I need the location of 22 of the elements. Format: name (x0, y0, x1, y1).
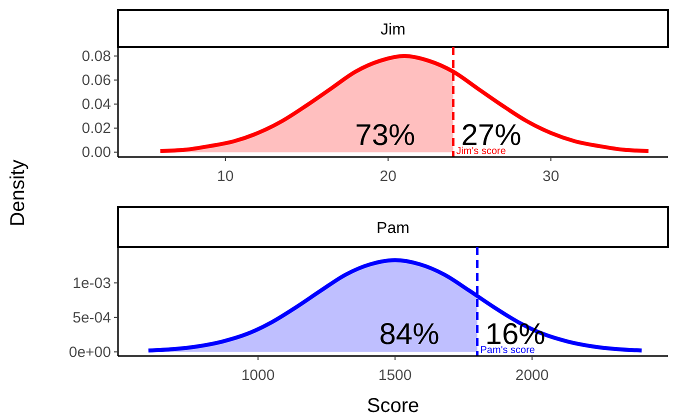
x-tick-label: 30 (542, 168, 560, 185)
y-tick-label: 1e-03 (72, 274, 111, 292)
x-tick-label: 1500 (378, 367, 412, 384)
y-tick-label: 0.04 (82, 96, 111, 114)
chart-title: Jim (380, 22, 406, 38)
y-axis-title: Density (7, 160, 29, 226)
chart-title: Pam (376, 220, 410, 237)
x-tick-label: 20 (380, 168, 396, 185)
annotation: 84% (379, 318, 440, 351)
x-tick-label: 1000 (241, 367, 275, 384)
ref-line-label: Pam's score (480, 345, 536, 356)
y-tick-label: 0.06 (82, 72, 111, 90)
ref-line-label: Jim's score (456, 146, 506, 157)
x-tick-label: 10 (217, 168, 234, 185)
y-tick-label: 0.02 (82, 120, 111, 138)
annotation: 73% (355, 119, 416, 152)
y-tick-label: 0.08 (82, 48, 111, 66)
y-tick-label: 5e-04 (72, 309, 111, 326)
y-tick-label: 0e+00 (68, 344, 111, 361)
x-axis-title: Score (366, 395, 420, 417)
x-tick-label: 2000 (515, 367, 549, 384)
y-tick-label: 0.00 (82, 144, 111, 162)
